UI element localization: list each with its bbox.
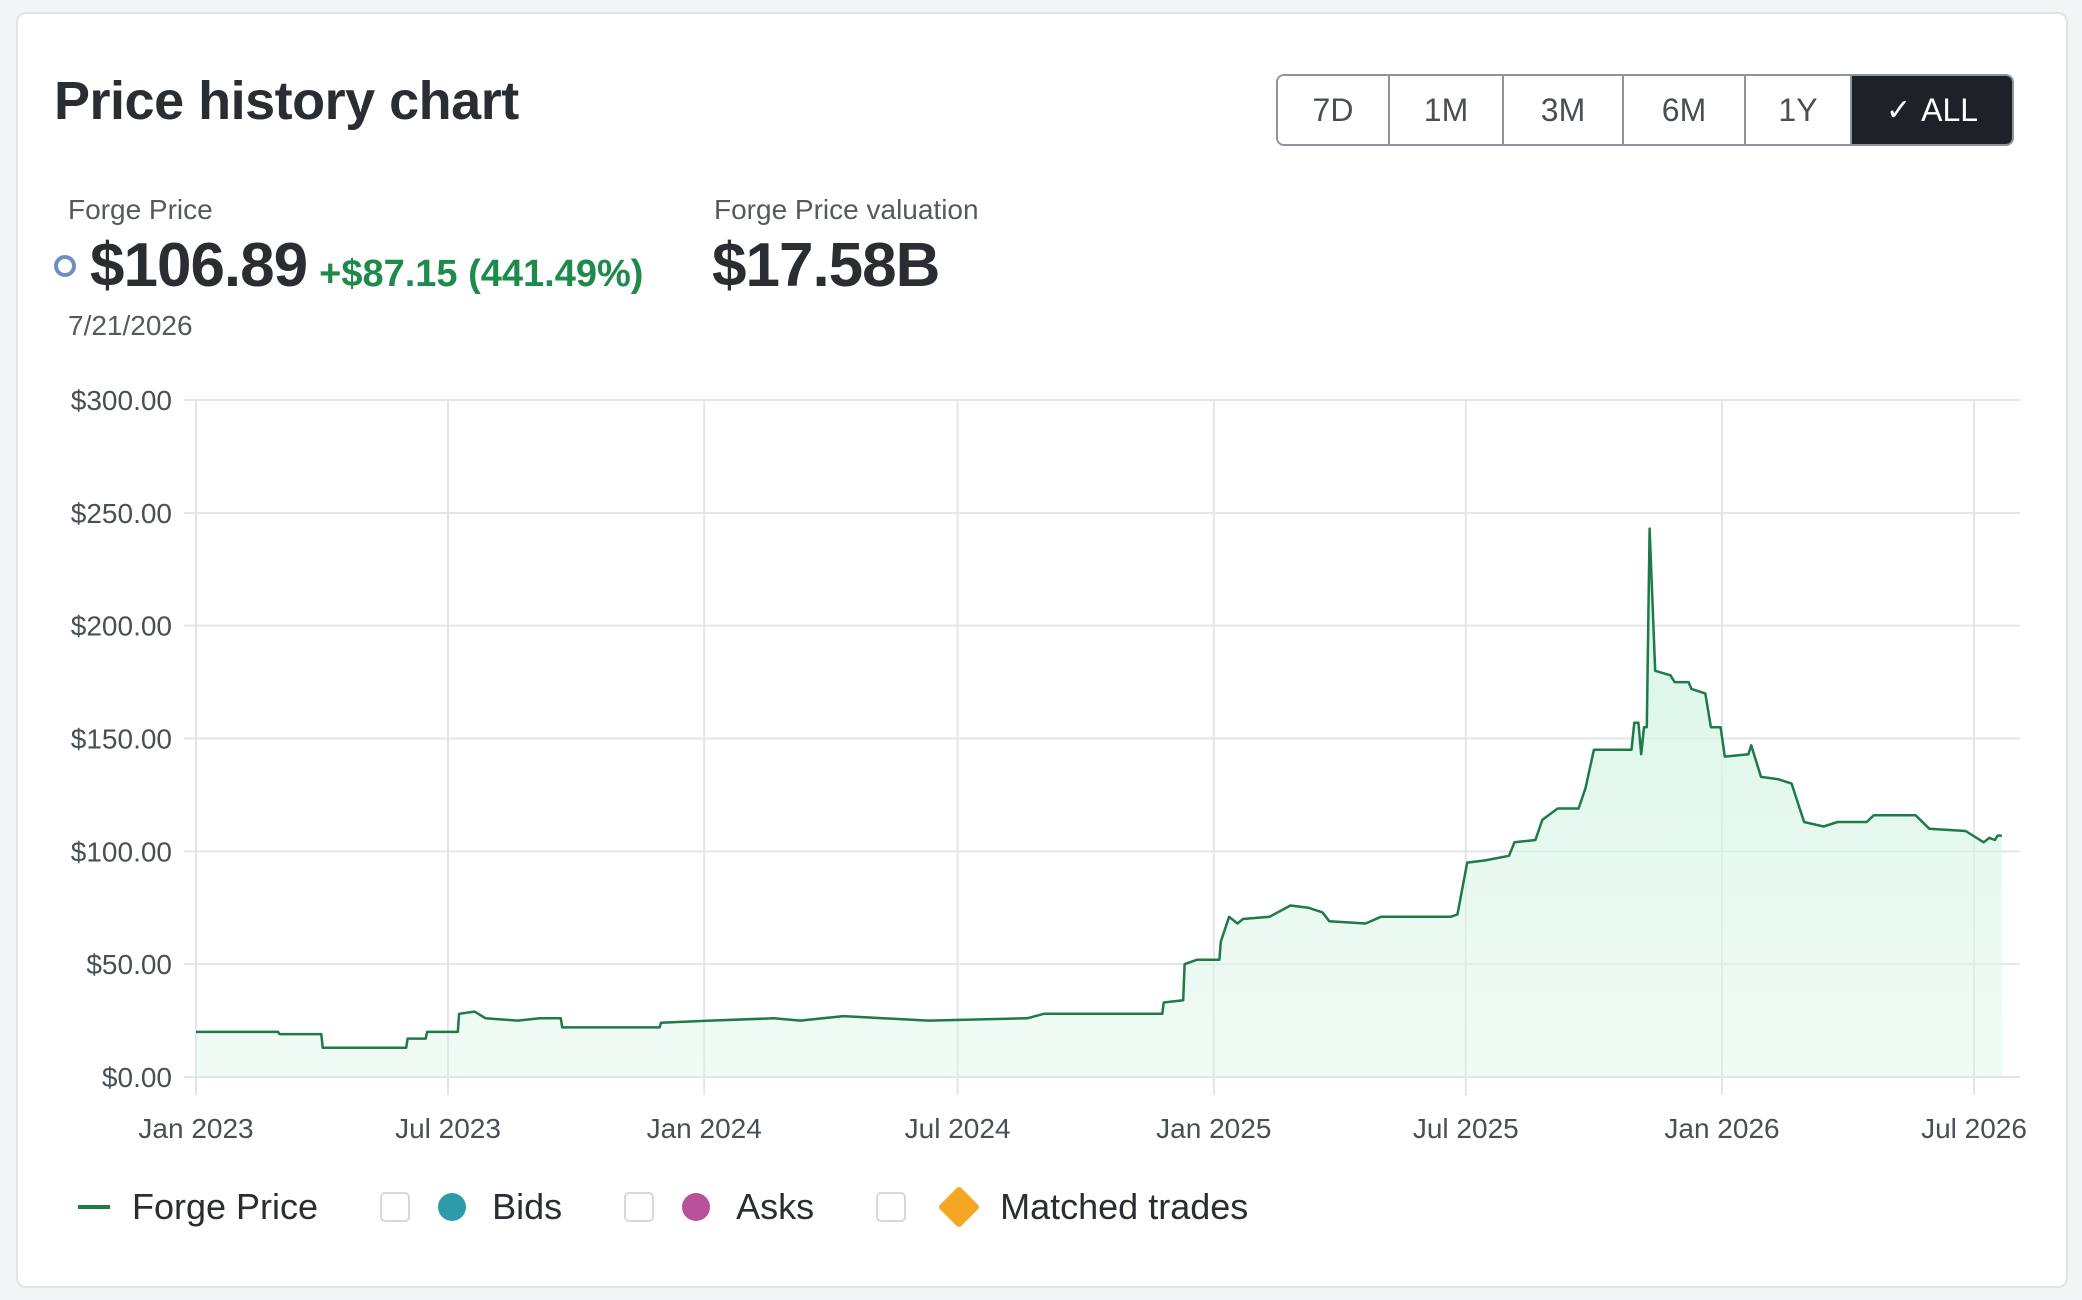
x-tick-label: Jan 2026 — [1664, 1113, 1779, 1144]
series-marker-icon — [54, 254, 76, 277]
y-tick-label: $300.00 — [71, 385, 172, 416]
chart-axes: $0.00 $50.00 $100.00 $150.00 $200.00 $250.00 $… — [71, 385, 2027, 1144]
range-3m-button[interactable]: 3M — [1504, 76, 1624, 144]
legend-item-asks[interactable]: Asks — [624, 1186, 814, 1228]
x-tick-label: Jul 2024 — [905, 1113, 1011, 1144]
time-range-selector: 7D 1M 3M 6M 1Y ✓ ALL — [1276, 74, 2014, 146]
x-tick-label: Jan 2023 — [138, 1113, 253, 1144]
range-all-button[interactable]: ✓ ALL — [1852, 76, 2012, 144]
x-tick-label: Jan 2025 — [1156, 1113, 1271, 1144]
forge-price-line — [196, 527, 2002, 1049]
asks-checkbox[interactable] — [624, 1192, 655, 1222]
y-tick-label: $100.00 — [71, 836, 172, 867]
price-date: 7/21/2026 — [68, 310, 193, 341]
forge-price-label: Forge Price — [68, 194, 213, 225]
legend-item-matched-trades[interactable]: Matched trades — [876, 1185, 1249, 1229]
asks-circle-icon — [682, 1193, 711, 1221]
range-1m-button[interactable]: 1M — [1390, 76, 1504, 144]
legend-label-forge-price: Forge Price — [132, 1186, 319, 1227]
page-title: Price history chart — [54, 71, 519, 131]
range-all-label: ALL — [1921, 91, 1979, 128]
y-tick-label: $200.00 — [71, 611, 172, 642]
y-tick-label: $0.00 — [102, 1062, 172, 1093]
range-7d-button[interactable]: 7D — [1278, 76, 1390, 144]
checkmark-icon: ✓ — [1885, 93, 1912, 127]
bids-checkbox[interactable] — [380, 1192, 411, 1222]
bids-circle-icon — [438, 1193, 467, 1221]
legend-label-bids: Bids — [492, 1186, 563, 1227]
legend-item-forge-price[interactable]: Forge Price — [78, 1186, 318, 1228]
forge-price-row: $106.89 +$87.15 (441.49%) — [54, 230, 643, 301]
legend-item-bids[interactable]: Bids — [380, 1186, 562, 1228]
chart-legend: Forge Price Bids Asks Matched trades — [78, 1185, 1310, 1229]
x-tick-label: Jul 2026 — [1921, 1113, 2027, 1144]
matched-trades-checkbox[interactable] — [876, 1192, 907, 1222]
x-tick-label: Jan 2024 — [647, 1113, 762, 1144]
forge-price-change: +$87.15 (441.49%) — [319, 253, 644, 295]
diamond-icon — [937, 1185, 981, 1229]
line-swatch-icon — [78, 1205, 110, 1209]
y-tick-label: $150.00 — [71, 724, 172, 755]
chart-area-layer — [196, 527, 2002, 1077]
y-tick-label: $50.00 — [86, 949, 172, 980]
range-1y-button[interactable]: 1Y — [1746, 76, 1852, 144]
valuation-value: $17.58B — [712, 231, 940, 300]
legend-label-matched-trades: Matched trades — [1000, 1186, 1249, 1227]
forge-price-value: $106.89 — [90, 231, 308, 300]
forge-price-area — [196, 528, 2002, 1077]
valuation-label: Forge Price valuation — [714, 194, 979, 225]
y-tick-label: $250.00 — [71, 498, 172, 529]
x-tick-label: Jul 2023 — [395, 1113, 501, 1144]
range-6m-button[interactable]: 6M — [1624, 76, 1746, 144]
legend-label-asks: Asks — [736, 1186, 815, 1227]
x-tick-label: Jul 2025 — [1413, 1113, 1519, 1144]
